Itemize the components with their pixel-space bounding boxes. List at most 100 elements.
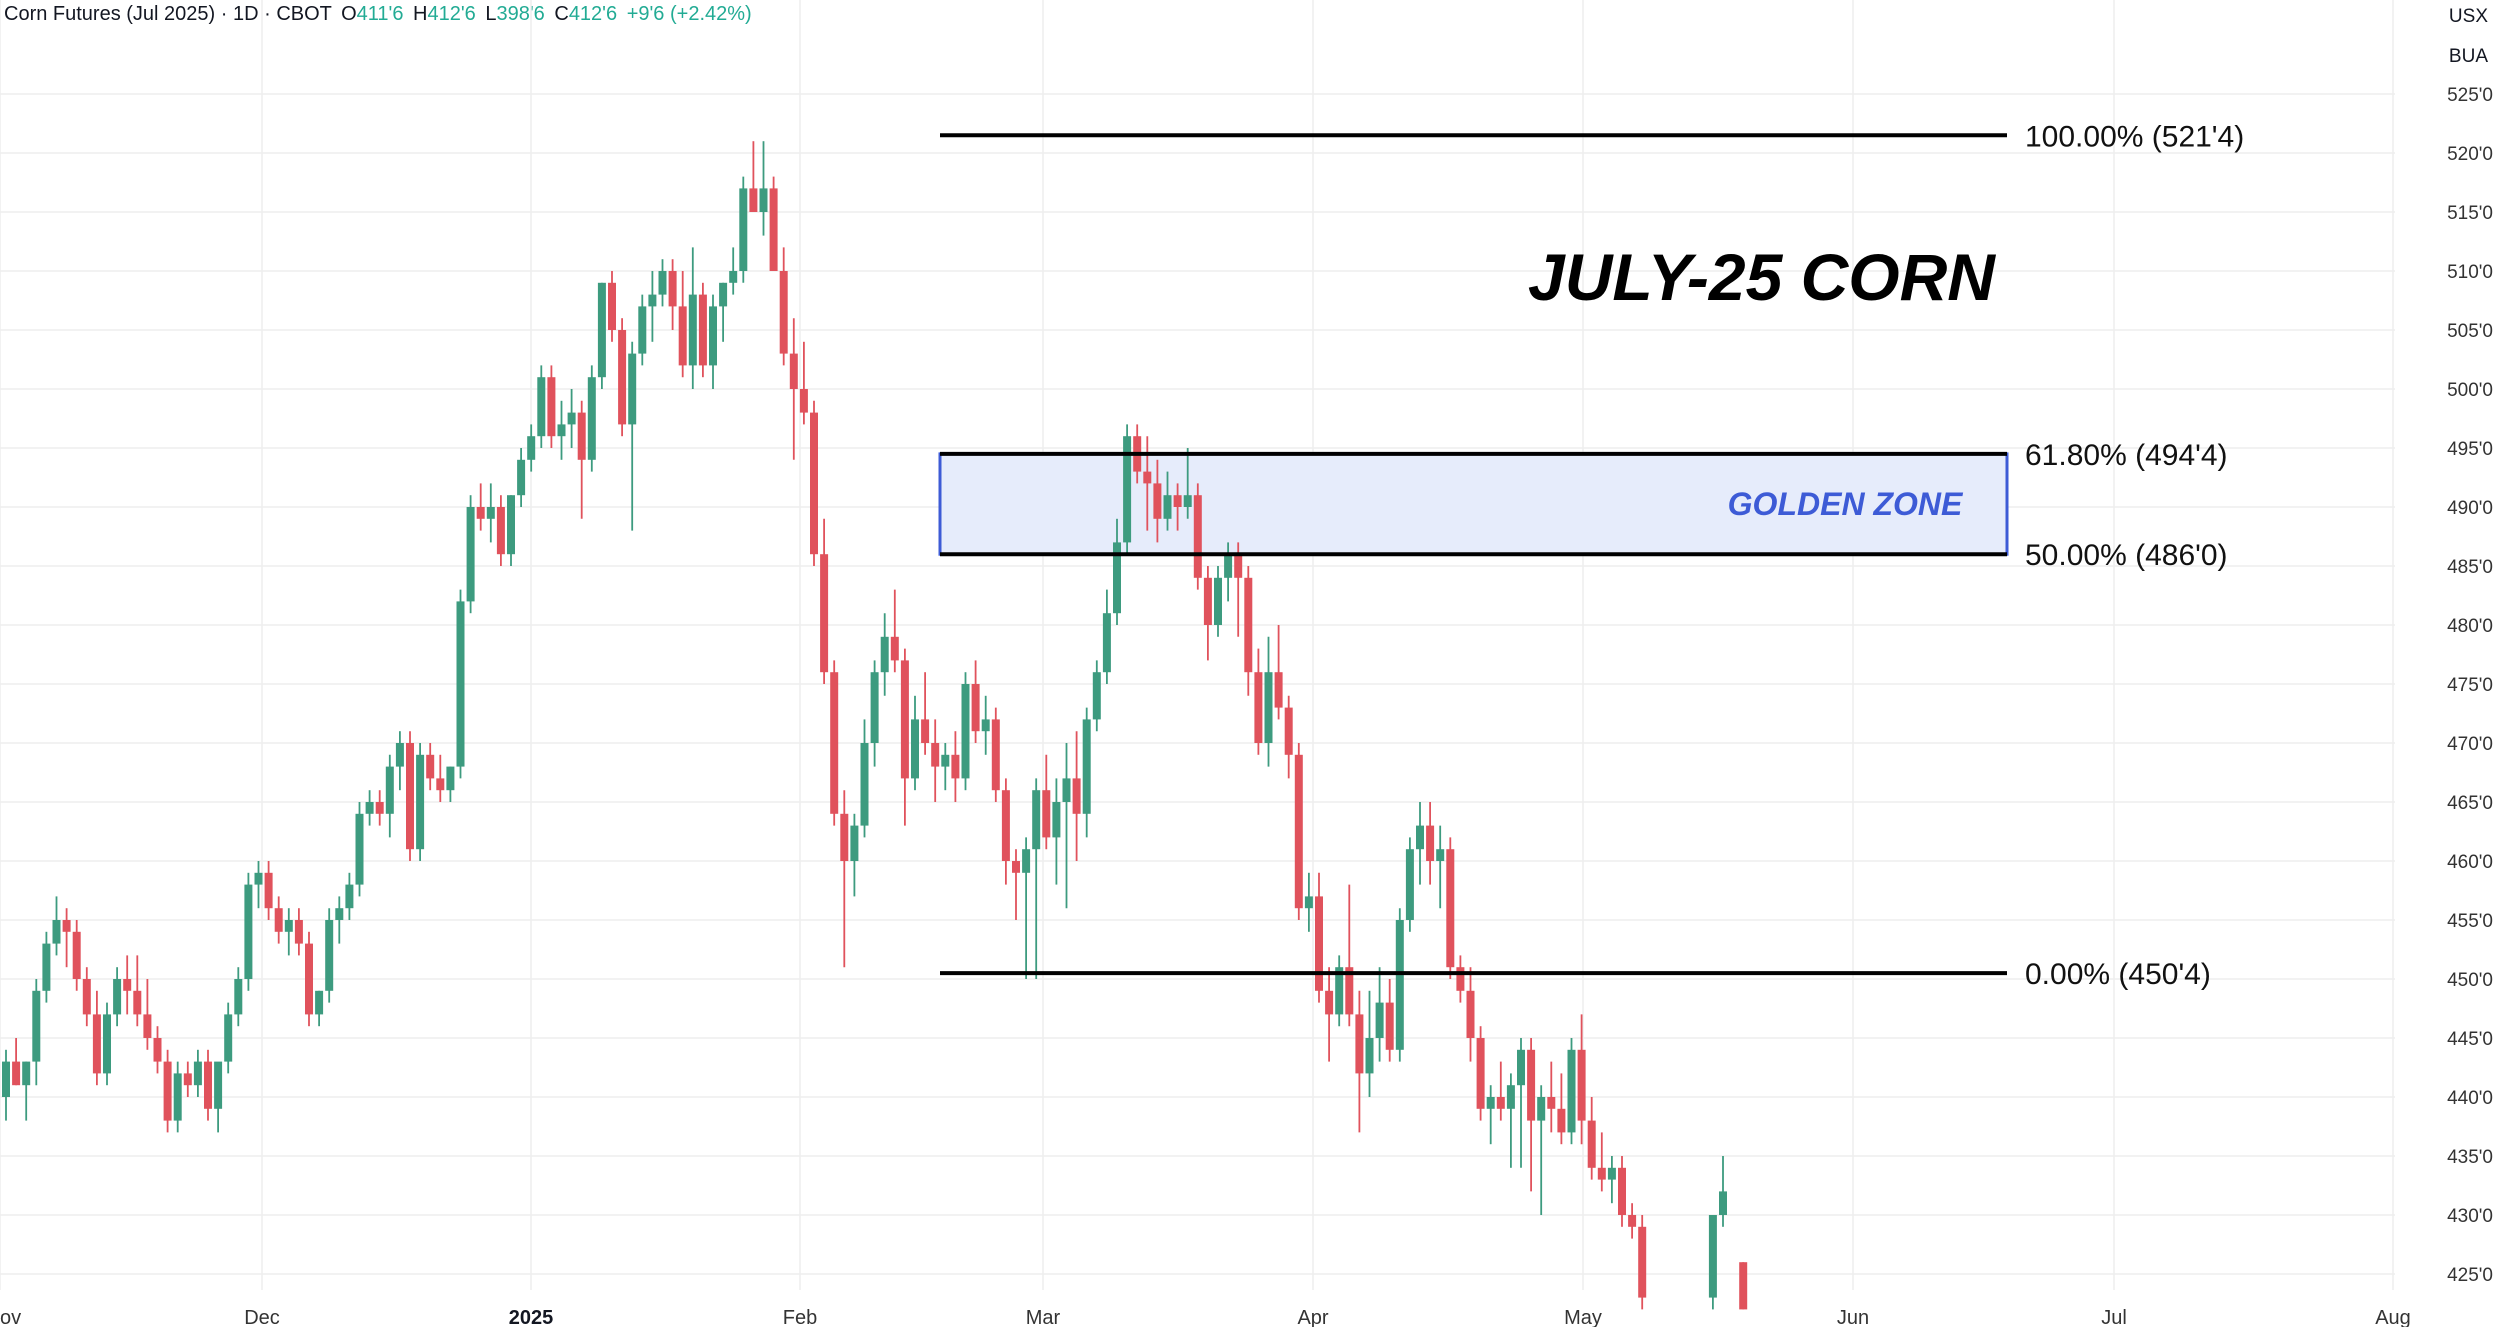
y-tick-label: 445'0 xyxy=(2447,1029,2493,1050)
candle-body xyxy=(1486,1097,1495,1109)
candle xyxy=(789,318,798,460)
candle-body xyxy=(1537,1097,1546,1121)
candle-body xyxy=(618,330,627,425)
candle-body xyxy=(1466,990,1475,1038)
candle-body xyxy=(981,719,990,732)
candle-body xyxy=(527,436,536,460)
candle-body xyxy=(153,1038,162,1062)
candle-body xyxy=(628,353,637,425)
candle xyxy=(335,896,344,944)
symbol-label: Corn Futures (Jul 2025) · 1D · CBOT xyxy=(4,3,332,25)
candle-body xyxy=(355,813,364,885)
candle xyxy=(1618,1156,1626,1227)
x-tick-label: Feb xyxy=(783,1307,817,1327)
x-tick-label: Apr xyxy=(1297,1307,1328,1327)
candle-body xyxy=(971,684,980,732)
candle xyxy=(264,861,273,920)
candle-body xyxy=(1294,754,1303,909)
candle xyxy=(1234,542,1243,637)
candle xyxy=(941,743,950,791)
candle xyxy=(991,707,1000,802)
candle xyxy=(446,766,455,802)
y-tick-label: 510'0 xyxy=(2447,262,2493,283)
y-tick-label: 515'0 xyxy=(2447,203,2493,224)
candle xyxy=(810,400,818,566)
candle xyxy=(214,1061,223,1133)
candle-body xyxy=(466,507,475,602)
candle xyxy=(143,979,152,1050)
open-value: 411'6 xyxy=(356,3,404,25)
candle xyxy=(961,672,970,791)
x-tick-label: May xyxy=(1564,1307,1602,1327)
candle-body xyxy=(759,188,768,212)
candle xyxy=(1274,625,1283,720)
candle xyxy=(234,967,243,1027)
candle xyxy=(820,518,829,684)
candle-body xyxy=(1345,967,1354,1015)
candle-body xyxy=(244,884,253,979)
candle-body xyxy=(517,459,526,496)
candle-body xyxy=(1052,802,1061,838)
candle-body xyxy=(1234,554,1243,578)
candle-body xyxy=(1587,1120,1596,1168)
candle xyxy=(1163,471,1172,531)
candle xyxy=(1476,1026,1485,1121)
candle xyxy=(698,282,707,378)
candle-body xyxy=(42,943,51,991)
candle xyxy=(678,271,687,378)
candle xyxy=(860,719,869,838)
candle xyxy=(1557,1073,1566,1145)
candle xyxy=(12,1038,21,1086)
candle xyxy=(395,731,404,791)
candle xyxy=(426,743,435,791)
candle-body xyxy=(1153,483,1162,519)
candle-body xyxy=(1214,577,1222,625)
candle xyxy=(1517,1038,1525,1168)
candle xyxy=(1153,459,1162,543)
candle xyxy=(567,389,576,448)
candle xyxy=(1638,1215,1647,1310)
candle-body xyxy=(1264,672,1273,743)
candle xyxy=(759,141,768,236)
candle xyxy=(163,1049,172,1133)
unit-badge[interactable]: BUA xyxy=(2448,46,2488,67)
candle-body xyxy=(1395,920,1404,1050)
candle-body xyxy=(678,306,687,366)
candle-body xyxy=(294,920,303,944)
candle-body xyxy=(1012,861,1020,873)
candle-body xyxy=(799,389,808,413)
candle-body xyxy=(1547,1097,1556,1109)
candle-body xyxy=(961,684,970,779)
candle xyxy=(981,695,990,755)
candle xyxy=(284,908,293,956)
candle xyxy=(688,247,697,389)
candle-body xyxy=(1001,790,1010,861)
currency-badge[interactable]: USX xyxy=(2448,6,2488,27)
candle-body xyxy=(173,1073,182,1121)
candle xyxy=(1385,979,1394,1062)
candle xyxy=(1345,884,1354,1027)
candle xyxy=(123,955,132,1015)
candle xyxy=(274,896,283,944)
candle xyxy=(42,931,51,1003)
y-tick-label: 440'0 xyxy=(2447,1088,2493,1109)
candle xyxy=(1739,1262,1748,1310)
candle xyxy=(92,990,101,1086)
candle xyxy=(1012,849,1020,920)
candle xyxy=(557,400,566,460)
candle-body xyxy=(1092,672,1101,720)
golden-zone: GOLDEN ZONE xyxy=(938,452,2009,556)
candle xyxy=(1022,837,1031,979)
candle xyxy=(1628,1203,1637,1239)
candle-body xyxy=(325,920,334,991)
candle-body xyxy=(860,743,869,826)
candle-body xyxy=(931,743,940,767)
candle xyxy=(1173,483,1182,531)
high-value: 412'6 xyxy=(427,3,476,25)
candle xyxy=(2,1049,10,1121)
candle-body xyxy=(183,1073,192,1086)
candle-body xyxy=(1517,1049,1525,1086)
candle-body xyxy=(537,377,546,437)
candle xyxy=(1123,424,1132,555)
